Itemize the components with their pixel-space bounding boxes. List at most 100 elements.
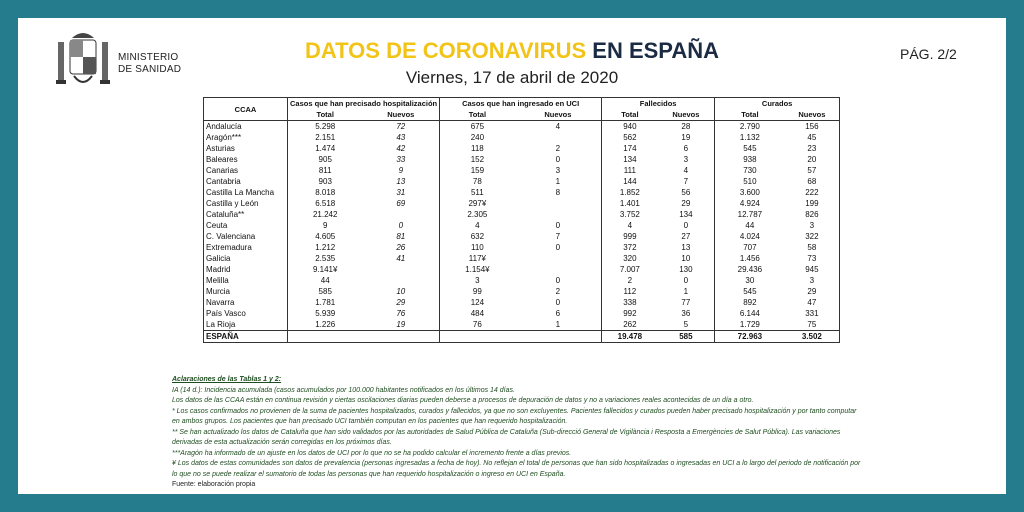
table-row: Ceuta 9 0 4 0 4 0 44 3 <box>204 220 840 231</box>
table-cell: 56 <box>681 188 691 197</box>
table-cell: Canarias <box>206 166 239 175</box>
table-cell: 1.154¥ <box>439 264 515 275</box>
table-cell: 72 <box>396 122 406 131</box>
table-cell: 1.132 <box>714 132 785 143</box>
table-cell: 1.456 <box>714 253 785 264</box>
table-row: Madrid 9.141¥ 1.154¥ 7.007 130 29.436 945 <box>204 264 840 275</box>
table-row: Extremadura 1.212 26 110 0 372 13 707 58 <box>204 242 840 253</box>
table-cell: 130 <box>679 265 693 274</box>
table-cell: 12.787 <box>714 209 785 220</box>
page-number: PÁG. 2/2 <box>900 46 957 62</box>
ministry-line: DE SANIDAD <box>118 64 182 75</box>
table-row: Aragón*** 2.151 43 240 562 19 1.132 45 <box>204 132 840 143</box>
table-cell: Murcia <box>206 287 231 296</box>
table-cell: 811 <box>287 165 363 176</box>
table-cell: Aragón*** <box>206 133 242 142</box>
sub-header: Nuevos <box>784 109 840 121</box>
table-cell: 6.518 <box>287 198 363 209</box>
table-cell: 30 <box>714 275 785 286</box>
table-cell: 27 <box>681 232 691 241</box>
table-cell: 4 <box>601 220 658 231</box>
table-row: Castilla y León 6.518 69 297¥ 1.401 29 4.924 19… <box>204 198 840 209</box>
table-cell: 297¥ <box>439 198 515 209</box>
table-cell: 0 <box>398 221 404 230</box>
table-cell: 7.007 <box>601 264 658 275</box>
title: DATOS DE CORONAVIRUS EN ESPAÑA <box>18 38 1006 64</box>
data-table: CCAA Casos que han precisado hospitaliza… <box>203 97 841 343</box>
table-cell: 29.436 <box>714 264 785 275</box>
table-cell: 1.401 <box>601 198 658 209</box>
table-cell: 81 <box>396 232 406 241</box>
table-cell: 118 <box>439 143 515 154</box>
table-cell <box>515 132 602 143</box>
table-cell <box>362 264 439 275</box>
table-cell: 511 <box>439 187 515 198</box>
table-cell: 8.018 <box>287 187 363 198</box>
table-cell: 3.600 <box>714 187 785 198</box>
table-cell: 78 <box>439 176 515 187</box>
table-cell: 44 <box>287 275 363 286</box>
table-cell: 41 <box>396 254 406 263</box>
table-cell: 322 <box>805 232 819 241</box>
table-cell: 262 <box>601 319 658 331</box>
table-cell: 0 <box>683 276 689 285</box>
table-cell: 0 <box>555 298 561 307</box>
table-cell: 320 <box>601 253 658 264</box>
table-cell: 112 <box>601 286 658 297</box>
table-cell: 9 <box>398 166 404 175</box>
table-cell <box>515 198 602 209</box>
table-cell: 5 <box>683 320 689 329</box>
table-cell: Castilla y León <box>206 199 259 208</box>
table-cell: 545 <box>714 286 785 297</box>
table-cell: 1 <box>683 287 689 296</box>
table-cell: 1.474 <box>287 143 363 154</box>
note-line: ** Se han actualizado los datos de Catal… <box>172 428 841 447</box>
table-cell: 0 <box>555 243 561 252</box>
table-cell <box>515 264 602 275</box>
table-cell: 3 <box>439 275 515 286</box>
table-cell: 76 <box>439 319 515 331</box>
table-cell: 1 <box>555 177 561 186</box>
table-cell: 1.852 <box>601 187 658 198</box>
table-cell: 3 <box>683 155 689 164</box>
table-cell: 0 <box>555 276 561 285</box>
table-cell: 6 <box>683 144 689 153</box>
table-cell: 36 <box>681 309 691 318</box>
table-cell: 585 <box>657 330 715 343</box>
table-cell: 19 <box>681 133 691 142</box>
table-row: ESPAÑA 19.478 585 72.963 3.502 <box>203 330 840 343</box>
table-cell: 19 <box>396 320 406 329</box>
table-cell: 26 <box>396 243 406 252</box>
sub-header: Nuevos <box>657 109 715 121</box>
table-cell: 0 <box>683 221 689 230</box>
card: MINISTERIO DE SANIDAD DATOS DE CORONAVIR… <box>18 18 1006 494</box>
table-cell: 57 <box>807 166 817 175</box>
table-cell: 3 <box>809 276 815 285</box>
table-cell: 44 <box>714 220 785 231</box>
table-cell: 3 <box>809 221 815 230</box>
note-line: IA (14 d.): Incidencia acumulada (casos … <box>172 386 515 394</box>
group-header: Fallecidos <box>601 97 715 109</box>
table-cell: 992 <box>601 308 658 319</box>
table-cell <box>514 330 602 343</box>
table-cell: 2 <box>555 287 561 296</box>
table-cell: 33 <box>396 155 406 164</box>
table-row: Andalucía 5.298 72 675 4 940 28 2.790 156 <box>204 120 840 132</box>
notes-heading: Aclaraciones de las Tablas 1 y 2: <box>172 376 282 383</box>
table-cell: 562 <box>601 132 658 143</box>
table-cell: 43 <box>396 133 406 142</box>
table-cell: 159 <box>439 165 515 176</box>
table-row: Castilla La Mancha 8.018 31 511 8 1.852 56 3.60… <box>204 187 840 198</box>
table-cell: 68 <box>807 177 817 186</box>
table-cell: 10 <box>396 287 406 296</box>
table-cell: Castilla La Mancha <box>206 188 275 197</box>
table-cell: 134 <box>601 154 658 165</box>
table-cell: País Vasco <box>206 309 246 318</box>
table-cell: 338 <box>601 297 658 308</box>
table-cell: 940 <box>601 120 658 132</box>
table-cell: 730 <box>714 165 785 176</box>
table-cell: 1.212 <box>287 242 363 253</box>
table-cell: 1 <box>555 320 561 329</box>
table-cell: ESPAÑA <box>203 330 288 343</box>
table-cell: 0 <box>555 155 561 164</box>
